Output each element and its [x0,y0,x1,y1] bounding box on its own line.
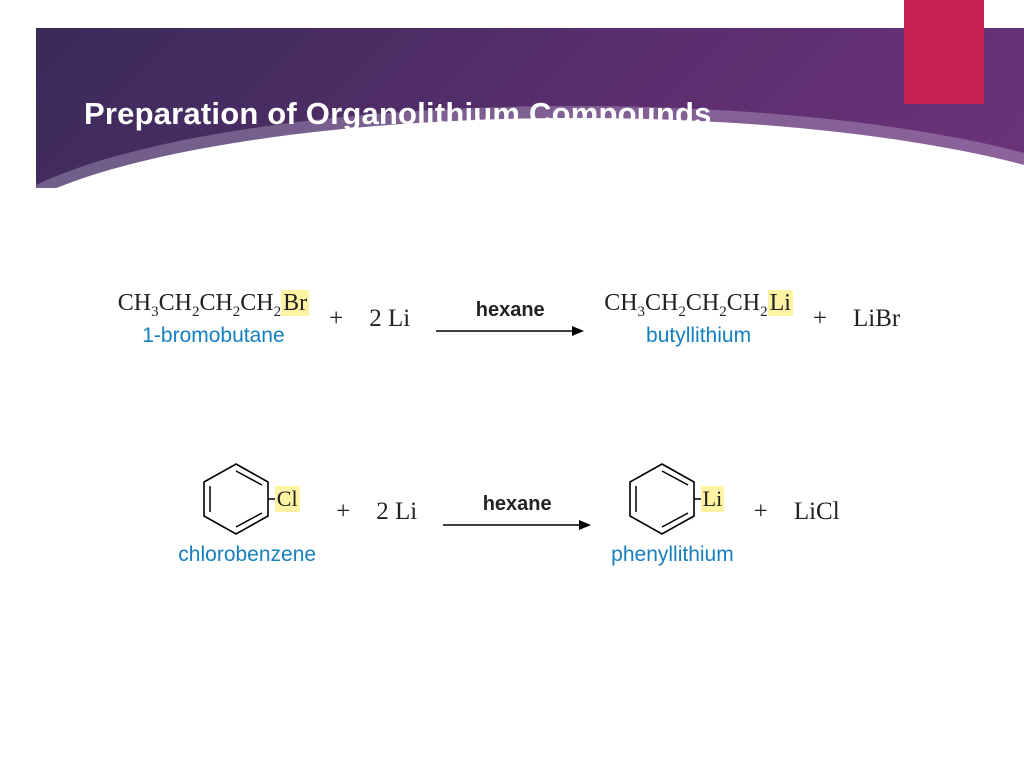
plus-2b: + [748,498,774,526]
product-2-name: phenyllithium [611,543,734,567]
solvent-2: hexane [483,493,552,516]
plus-1a: + [323,305,349,333]
arrow-2: hexane [443,493,591,532]
arrow-icon [436,324,584,338]
plus-2a: + [330,498,356,526]
reaction-row-1: CH3CH2CH2CH2Br 1-bromobutane + 2 Li hexa… [60,290,964,348]
reactions-area: CH3CH2CH2CH2Br 1-bromobutane + 2 Li hexa… [60,290,964,677]
byproduct-2: LiCl [788,498,846,526]
byproduct-1: LiBr [847,305,906,333]
benzene-ring-icon [621,458,703,540]
lithium-1: 2 Li [363,305,416,333]
reagent-1: CH3CH2CH2CH2Br 1-bromobutane [118,290,309,348]
slide-title: Preparation of Organolithium Compounds [84,96,712,132]
reagent-2-name: chlorobenzene [178,543,316,567]
reagent-2-highlight: Cl [275,486,300,512]
reagent-2: Cl chlorobenzene [178,458,316,567]
solvent-1: hexane [476,299,545,322]
product-2-struct: Li [621,458,725,540]
product-1-formula: CH3CH2CH2CH2Li [604,290,793,321]
product-2: Li phenyllithium [611,458,734,567]
product-1: CH3CH2CH2CH2Li butyllithium [604,290,793,348]
accent-tab [904,0,984,104]
benzene-ring-icon [195,458,277,540]
reagent-1-highlight: Br [281,290,309,316]
reagent-1-name: 1-bromobutane [142,324,284,348]
lithium-2: 2 Li [370,498,423,526]
plus-1b: + [807,305,833,333]
product-1-highlight: Li [768,290,793,316]
arrow-icon [443,518,591,532]
reagent-2-struct: Cl [195,458,300,540]
arrow-1: hexane [436,299,584,338]
reaction-row-2: Cl chlorobenzene + 2 Li hexane Li [60,458,964,567]
product-1-name: butyllithium [646,324,751,348]
product-2-highlight: Li [701,486,725,512]
reagent-1-formula: CH3CH2CH2CH2Br [118,290,309,321]
